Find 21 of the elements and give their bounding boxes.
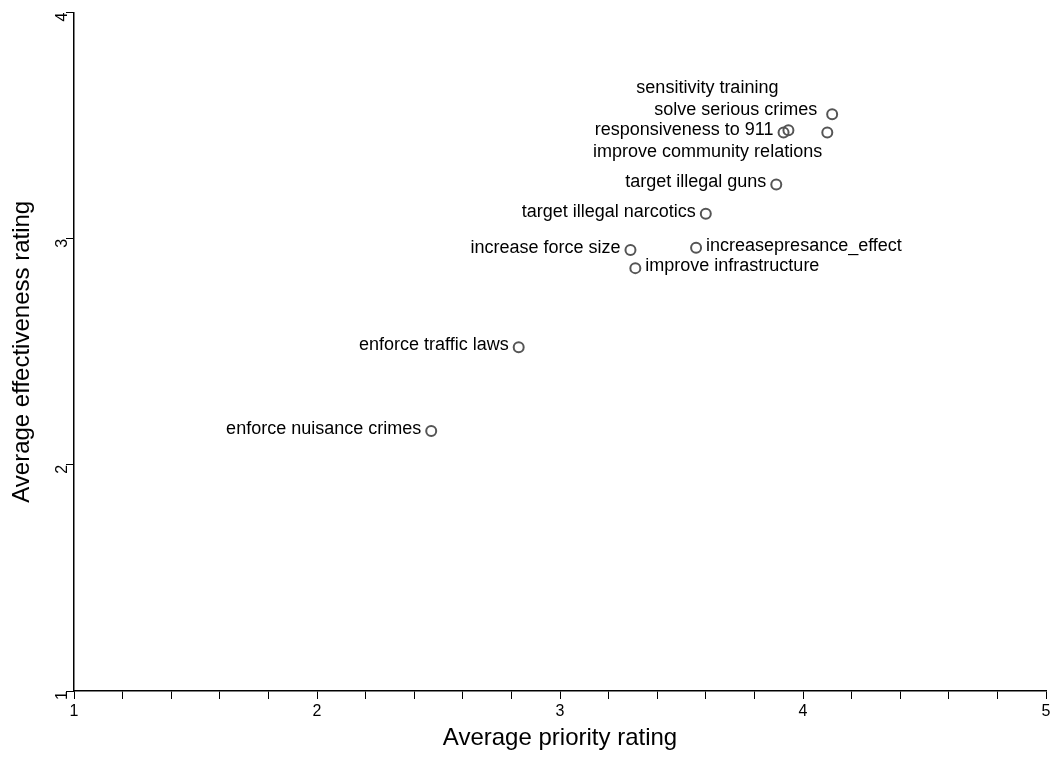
annotation: enforce nuisance crimes bbox=[226, 417, 422, 438]
x-axis-title: Average priority rating bbox=[442, 723, 678, 751]
x-tick-label: 3 bbox=[555, 702, 565, 720]
y-tick-label: 4 bbox=[53, 12, 71, 22]
y-tick-label: 2 bbox=[53, 464, 71, 474]
annotation: increase force size bbox=[470, 237, 621, 258]
y-axis-title: Average effectiveness rating bbox=[7, 200, 35, 503]
x-tick-label: 2 bbox=[312, 702, 322, 720]
annotation: enforce traffic laws bbox=[358, 334, 509, 355]
x-tick-label: 4 bbox=[798, 702, 808, 720]
annotation: target illegal narcotics bbox=[521, 200, 696, 221]
x-tick-label: 5 bbox=[1041, 702, 1051, 720]
y-tick-label: 1 bbox=[53, 690, 71, 700]
annotation: sensitivity training bbox=[636, 77, 779, 98]
annotation: improve community relations bbox=[593, 141, 823, 162]
annotation: responsiveness to 911 bbox=[594, 119, 774, 140]
annotation: improve infrastructure bbox=[645, 255, 820, 276]
annotation: solve serious crimes bbox=[654, 99, 818, 120]
y-tick-label: 3 bbox=[53, 238, 71, 248]
annotation: increasepresance_effect bbox=[706, 234, 902, 256]
annotation: target illegal guns bbox=[625, 171, 767, 192]
